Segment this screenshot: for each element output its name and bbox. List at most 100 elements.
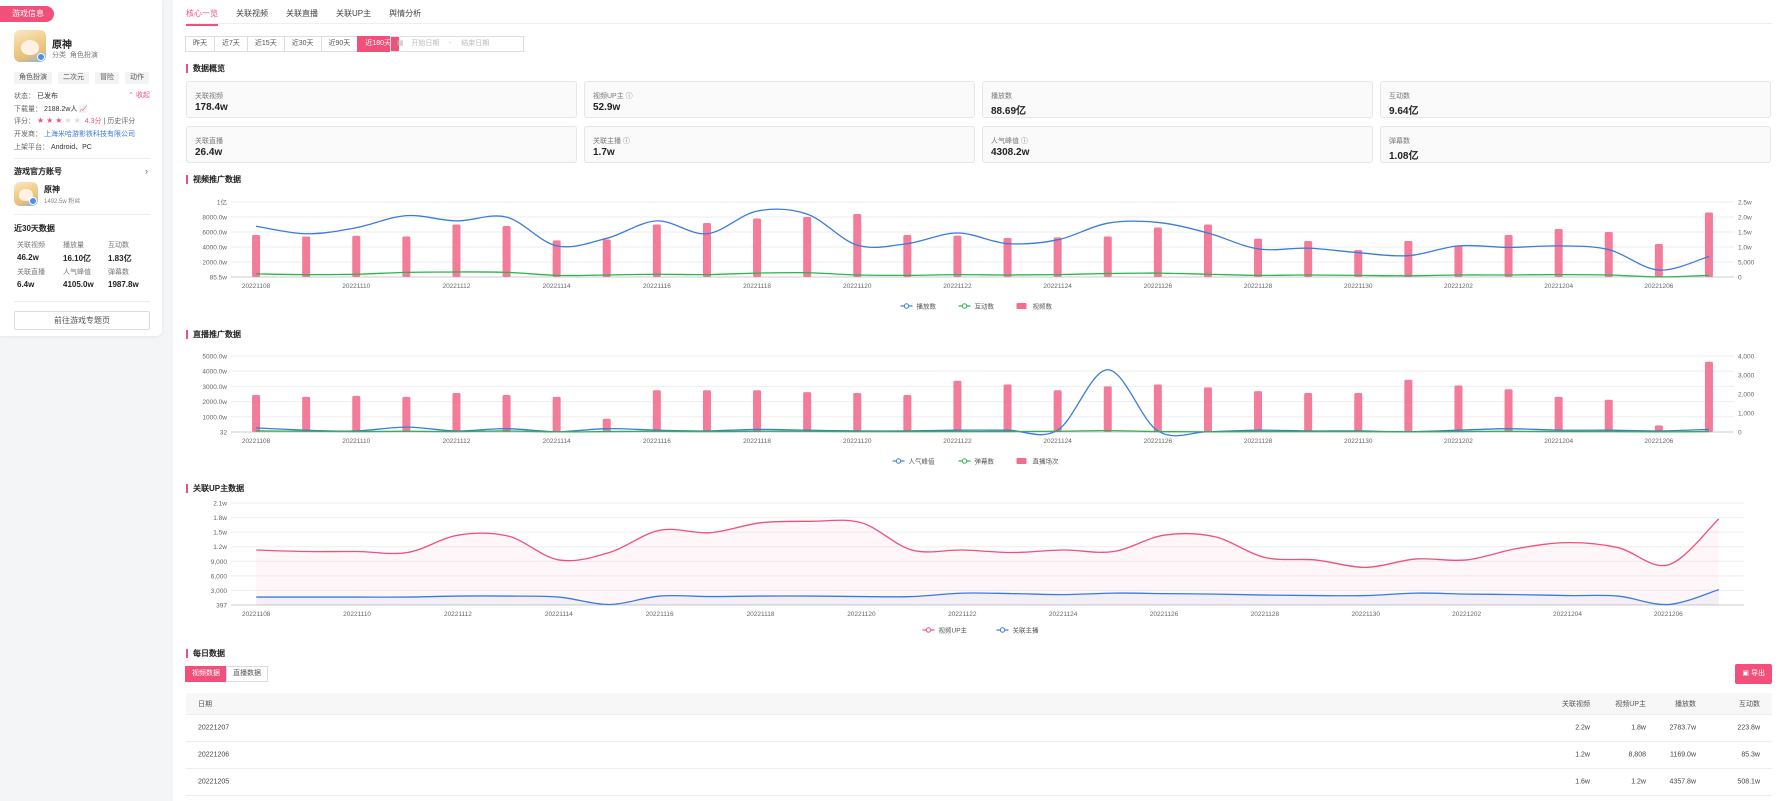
downloads-row: 下载量： 2188.2w人 📈 (14, 106, 89, 113)
tab-related-lives[interactable]: 关联直播 (286, 9, 318, 18)
range-180d[interactable]: 近180天 (357, 36, 399, 52)
stat-card-related-streamers: 关联主播 ⓘ 1.7w (584, 126, 975, 163)
bar (352, 395, 361, 432)
legend-label: 视频数 (1033, 302, 1053, 311)
export-button[interactable]: ▣ 导出 (1735, 664, 1772, 684)
developer-row: 开发商： 上海米哈游影铁科技有限公司 (14, 131, 135, 138)
x-tick-label: 20221110 (342, 283, 370, 290)
y-tick-label: 4000.0w (202, 245, 227, 252)
goto-game-page-button[interactable]: 前往游戏专题页 (14, 311, 150, 330)
range-90d[interactable]: 近90天 (320, 36, 359, 52)
bar (552, 396, 561, 432)
stat-related-videos: 关联视频 46.2w (17, 242, 45, 262)
cell-video-ups: 8,808 (1628, 751, 1646, 759)
game-category: 分类 角色扮演 (52, 52, 98, 59)
bar (1304, 393, 1313, 432)
y-tick-label: 1.2w (213, 544, 227, 551)
bar (803, 217, 812, 277)
range-yesterday[interactable]: 昨天 (185, 36, 215, 52)
subtab-video-data[interactable]: 视频数据 (185, 666, 227, 682)
y-right-tick-label: 4,000 (1738, 354, 1755, 361)
y-tick-label: 1.8w (213, 515, 227, 522)
bar (352, 235, 361, 277)
bar (552, 240, 561, 277)
bar (1554, 396, 1563, 432)
verified-icon (29, 197, 37, 205)
developer-link[interactable]: 上海米哈游影铁科技有限公司 (43, 131, 135, 138)
tab-related-ups[interactable]: 关联UP主 (336, 9, 372, 18)
official-account-fans: 1492.5w 粉丝 (44, 199, 81, 205)
bar (1454, 245, 1463, 277)
bar (953, 235, 962, 277)
tab-related-videos[interactable]: 关联视频 (236, 9, 268, 18)
legend-label: 直播场次 (1033, 457, 1060, 466)
series-line (256, 589, 1719, 606)
x-tick-label: 20221114 (543, 283, 571, 290)
y-tick-label: 2000.0w (202, 260, 227, 267)
y-tick-label: 85.5w (210, 275, 228, 282)
overview-title: 数据概览 (186, 64, 225, 73)
subtab-live-data[interactable]: 直播数据 (226, 666, 268, 682)
bar (252, 235, 261, 277)
col-interactions: 互动数 (1739, 700, 1760, 708)
cell-interactions: 508.1w (1737, 778, 1760, 786)
x-tick-label: 20221204 (1544, 283, 1573, 290)
date-range-picker[interactable]: ▦ 开始日期 - 结束日期 (390, 36, 524, 52)
bar (1304, 241, 1313, 277)
collapse-button[interactable]: ⌃ 收起 (128, 92, 150, 99)
bar (853, 393, 862, 432)
col-plays: 播放数 (1675, 700, 1696, 708)
official-account-name[interactable]: 原神 (44, 185, 60, 194)
y-tick-label: 2000.0w (202, 399, 227, 406)
x-tick-label: 20221118 (747, 611, 775, 618)
stat-danmaku: 弹幕数 1987.8w (108, 269, 139, 289)
area-fill (256, 518, 1719, 605)
y-right-tick-label: 2,000 (1738, 392, 1755, 399)
x-tick-label: 20221116 (643, 438, 671, 445)
cell-interactions: 85.3w (1741, 751, 1760, 759)
cell-video-ups: 1.8w (1631, 724, 1646, 732)
col-related-videos: 关联视频 (1562, 700, 1590, 708)
tabs-divider (186, 23, 1772, 24)
x-tick-label: 20221206 (1654, 611, 1683, 618)
y-tick-label: 6000.0w (202, 230, 227, 237)
bar (1153, 227, 1162, 277)
x-tick-label: 20221202 (1452, 611, 1481, 618)
range-30d[interactable]: 近30天 (283, 36, 322, 52)
x-tick-label: 20221112 (444, 611, 472, 618)
bar (502, 394, 511, 432)
rating-history-link[interactable]: 历史评分 (107, 118, 136, 125)
stat-plays: 播放量 16.10亿 (63, 242, 92, 263)
tab-sentiment[interactable]: 舆情分析 (389, 9, 422, 18)
y-tick-label: 3000.0w (202, 384, 227, 391)
range-15d[interactable]: 近15天 (246, 36, 285, 52)
x-tick-label: 20221120 (847, 611, 876, 618)
chart-icon[interactable]: 📈 (79, 106, 89, 113)
game-tag: 二次元 (58, 72, 89, 84)
bar (1003, 238, 1012, 277)
rating-row: 评分： ★★★★★ 4.3分 | 历史评分 (14, 116, 136, 125)
divider (14, 301, 150, 302)
legend-label: 人气峰值 (909, 457, 936, 466)
table-row: 20221206 1.2w 8,808 1169.0w 85.3w (186, 742, 1772, 769)
stat-card-related-lives: 关联直播 26.4w (186, 126, 577, 163)
cell-related-videos: 2.2w (1575, 724, 1590, 732)
rating-stars: ★★★★★ (36, 116, 83, 125)
x-tick-label: 20221118 (743, 438, 771, 445)
bar (1504, 389, 1513, 432)
range-7d[interactable]: 近7天 (214, 36, 248, 52)
up-chart-title: 关联UP主数据 (186, 484, 244, 493)
x-tick-label: 20221122 (943, 438, 972, 445)
table-row: 20221205 1.6w 1.2w 4357.8w 508.1w (186, 769, 1772, 796)
legend-marker (961, 458, 968, 464)
table-header: 日期 关联视频 视频UP主 播放数 互动数 (186, 693, 1772, 715)
bar (702, 223, 711, 277)
stat-card-peak-popularity: 人气峰值 ⓘ 4308.2w (982, 126, 1373, 163)
official-avatar[interactable] (14, 182, 38, 206)
x-tick-label: 20221130 (1352, 611, 1381, 618)
chevron-right-icon[interactable]: › (145, 166, 148, 176)
game-info-tag: 游戏信息 (0, 6, 54, 22)
tab-overview[interactable]: 核心一览 (186, 8, 218, 26)
daily-table: 日期 关联视频 视频UP主 播放数 互动数 20221207 2.2w 1.8w… (186, 693, 1772, 796)
x-tick-label: 20221116 (643, 283, 671, 290)
